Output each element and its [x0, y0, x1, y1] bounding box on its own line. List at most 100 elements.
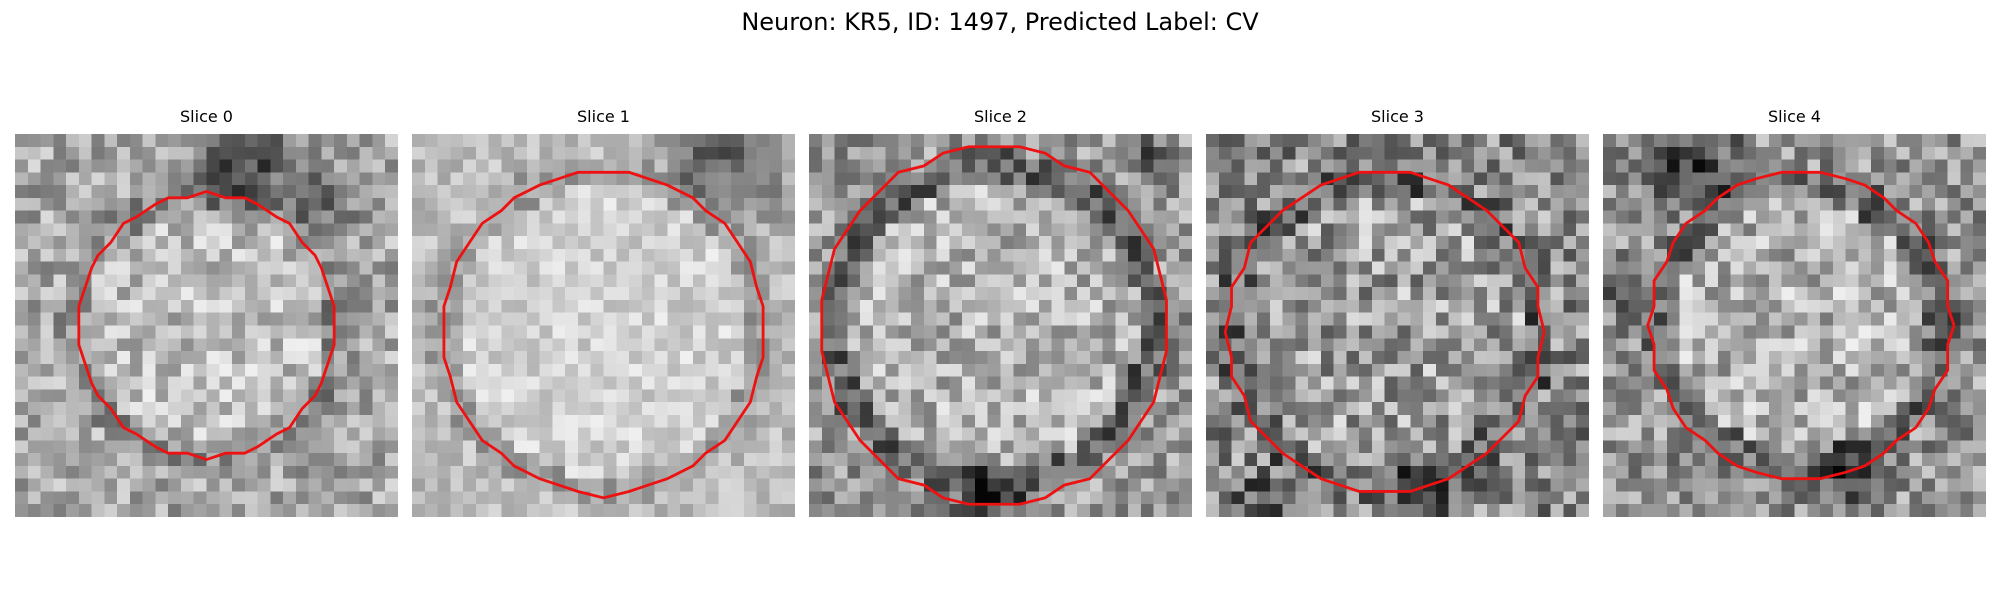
pixel	[1960, 134, 1974, 148]
pixel	[962, 261, 976, 275]
pixel	[219, 261, 233, 275]
pixel	[168, 414, 182, 428]
pixel	[53, 287, 67, 301]
pixel	[1628, 453, 1642, 467]
pixel	[1499, 325, 1513, 339]
pixel	[809, 351, 823, 365]
pixel	[1563, 134, 1577, 148]
pixel	[577, 325, 591, 339]
pixel	[180, 389, 194, 403]
pixel	[1654, 402, 1668, 416]
pixel	[1218, 504, 1232, 517]
pixel	[27, 376, 41, 390]
pixel	[616, 312, 630, 326]
pixel	[308, 223, 322, 237]
pixel	[1282, 351, 1296, 365]
pixel	[1166, 248, 1180, 262]
pixel	[1845, 210, 1859, 224]
pixel	[1717, 146, 1731, 160]
pixel	[78, 223, 92, 237]
pixel	[308, 453, 322, 467]
pixel	[1371, 197, 1385, 211]
pixel	[1026, 465, 1040, 479]
pixel	[1743, 274, 1757, 288]
pixel	[1794, 172, 1808, 186]
pixel	[27, 223, 41, 237]
pixel	[872, 504, 886, 517]
pixel	[1333, 134, 1347, 148]
pixel	[1102, 363, 1116, 377]
pixel	[1486, 312, 1500, 326]
pixel	[232, 134, 246, 148]
pixel	[603, 363, 617, 377]
pixel	[641, 223, 655, 237]
pixel	[1832, 223, 1846, 237]
pixel	[1973, 210, 1986, 224]
pixel	[1371, 274, 1385, 288]
pixel	[1244, 376, 1258, 390]
pixel	[53, 210, 67, 224]
pixel	[1756, 338, 1770, 352]
pixel	[667, 274, 681, 288]
pixel	[1218, 248, 1232, 262]
pixel	[1705, 210, 1719, 224]
pixel	[1679, 299, 1693, 313]
pixel	[219, 453, 233, 467]
pixel	[257, 465, 271, 479]
pixel	[1781, 274, 1795, 288]
pixel	[1537, 465, 1551, 479]
pixel	[1973, 287, 1986, 301]
pixel	[1089, 223, 1103, 237]
pixel	[782, 236, 795, 250]
pixel	[847, 402, 861, 416]
pixel	[539, 146, 553, 160]
pixel	[667, 389, 681, 403]
pixel	[129, 172, 143, 186]
pixel	[412, 159, 426, 173]
pixel	[1371, 427, 1385, 441]
pixel	[1231, 248, 1245, 262]
pixel	[1320, 146, 1334, 160]
pixel	[1730, 159, 1744, 173]
pixel	[1499, 491, 1513, 505]
pixel	[1883, 185, 1897, 199]
pixel	[731, 363, 745, 377]
pixel	[1768, 414, 1782, 428]
pixel	[168, 351, 182, 365]
pixel	[949, 351, 963, 365]
pixel	[168, 274, 182, 288]
pixel	[27, 172, 41, 186]
pixel	[923, 287, 937, 301]
pixel	[1179, 414, 1192, 428]
pixel	[219, 325, 233, 339]
pixel	[53, 172, 67, 186]
pixel	[463, 299, 477, 313]
pixel	[565, 338, 579, 352]
pixel	[295, 389, 309, 403]
pixel	[769, 504, 783, 517]
pixel	[372, 236, 386, 250]
pixel	[1346, 223, 1360, 237]
pixel	[1295, 351, 1309, 365]
pixel	[1858, 223, 1872, 237]
pixel	[1909, 351, 1923, 365]
pixel	[1705, 185, 1719, 199]
pixel	[590, 376, 604, 390]
pixel	[488, 185, 502, 199]
pixel	[1512, 453, 1526, 467]
pixel	[1603, 465, 1617, 479]
pixel	[1832, 287, 1846, 301]
pixel	[1140, 491, 1154, 505]
pixel	[949, 325, 963, 339]
pixel	[180, 440, 194, 454]
pixel	[1820, 440, 1834, 454]
pixel	[1537, 146, 1551, 160]
pixel	[1359, 274, 1373, 288]
pixel	[1128, 261, 1142, 275]
pixel	[295, 338, 309, 352]
pixel	[155, 389, 169, 403]
pixel	[629, 402, 643, 416]
pixel	[1550, 338, 1564, 352]
pixel	[949, 134, 963, 148]
pixel	[514, 146, 528, 160]
